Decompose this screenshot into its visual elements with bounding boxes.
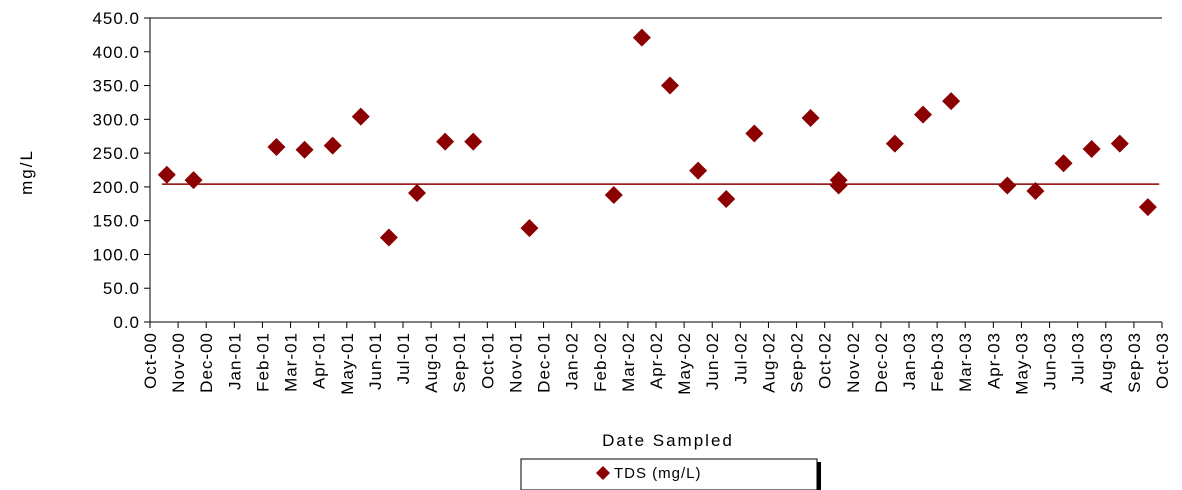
y-axis-title: mg/L bbox=[17, 149, 36, 195]
x-tick-label: Oct-03 bbox=[1153, 332, 1172, 389]
data-point bbox=[323, 136, 342, 155]
data-point bbox=[267, 138, 286, 157]
x-tick-label: Jan-02 bbox=[563, 332, 582, 390]
data-point bbox=[295, 140, 314, 159]
x-tick-label: Oct-00 bbox=[141, 332, 160, 389]
x-tick-label: Nov-00 bbox=[169, 332, 188, 393]
legend-box-shadow bbox=[817, 462, 821, 490]
data-point bbox=[885, 134, 904, 153]
x-tick-label: Aug-01 bbox=[422, 332, 441, 393]
y-tick-label: 450.0 bbox=[92, 9, 140, 28]
x-tick-label: Apr-02 bbox=[647, 332, 666, 389]
x-tick-label: Apr-01 bbox=[310, 332, 329, 389]
y-tick-label: 350.0 bbox=[92, 77, 140, 96]
x-tick-label: Jun-01 bbox=[366, 332, 385, 390]
data-point bbox=[689, 161, 708, 180]
data-point bbox=[632, 28, 651, 47]
x-tick-label: May-02 bbox=[675, 332, 694, 395]
x-tick-label: Feb-01 bbox=[253, 332, 272, 392]
plot-area: 0.0 50.0 100.0 150.0 200.0 250.0 300.0 350.0 400… bbox=[92, 9, 1172, 395]
x-tick-label: Nov-02 bbox=[844, 332, 863, 393]
x-tick-label: Sep-03 bbox=[1125, 332, 1144, 393]
legend-label: TDS (mg/L) bbox=[614, 465, 702, 482]
x-tick-label: Feb-02 bbox=[591, 332, 610, 392]
legend-box bbox=[520, 458, 818, 490]
data-point bbox=[1054, 154, 1073, 173]
x-tick-label: Apr-03 bbox=[984, 332, 1003, 389]
y-tick-label: 200.0 bbox=[92, 178, 140, 197]
x-axis-title: Date Sampled bbox=[602, 431, 734, 450]
data-point bbox=[1026, 181, 1045, 200]
x-tick-label: Jun-02 bbox=[703, 332, 722, 390]
legend-marker-icon bbox=[596, 466, 610, 480]
data-point bbox=[801, 108, 820, 127]
x-tick-label: May-01 bbox=[338, 332, 357, 395]
x-tick-label: Jul-03 bbox=[1069, 332, 1088, 384]
x-tick-label: Dec-02 bbox=[872, 332, 891, 393]
x-tick-label: Sep-02 bbox=[788, 332, 807, 393]
x-tick-label: Aug-02 bbox=[759, 332, 778, 393]
x-tick-label: Dec-01 bbox=[535, 332, 554, 393]
data-point bbox=[604, 185, 623, 204]
x-tick-label: Jan-03 bbox=[900, 332, 919, 390]
data-point bbox=[661, 76, 679, 95]
x-tick-label: Oct-01 bbox=[478, 332, 497, 389]
data-point bbox=[1082, 140, 1101, 159]
data-point bbox=[351, 107, 370, 126]
data-point bbox=[157, 165, 176, 184]
data-point bbox=[1138, 198, 1157, 217]
x-tick-label: Jul-01 bbox=[394, 332, 413, 384]
data-point bbox=[408, 183, 426, 202]
x-tick-label: Jul-02 bbox=[731, 332, 750, 384]
y-tick-label: 250.0 bbox=[92, 144, 140, 163]
y-tick-label: 50.0 bbox=[103, 279, 140, 298]
x-tick-label: Nov-01 bbox=[506, 332, 525, 393]
data-point bbox=[520, 219, 539, 238]
data-point bbox=[184, 171, 203, 190]
y-tick-label: 0.0 bbox=[113, 313, 140, 332]
x-tick-label: Mar-02 bbox=[619, 332, 638, 392]
x-tick-label: Jun-03 bbox=[1041, 332, 1060, 390]
data-point bbox=[436, 132, 455, 151]
y-tick-label: 300.0 bbox=[92, 110, 140, 129]
data-point bbox=[1110, 134, 1129, 153]
y-tick-label: 150.0 bbox=[92, 212, 140, 231]
x-tick-label: Feb-03 bbox=[928, 332, 947, 392]
x-tick-label: Sep-01 bbox=[450, 332, 469, 393]
data-point bbox=[379, 228, 398, 247]
data-point bbox=[998, 176, 1017, 195]
legend: TDS (mg/L) bbox=[520, 458, 821, 490]
x-tick-label: Mar-01 bbox=[282, 332, 301, 392]
data-point bbox=[717, 190, 736, 209]
x-tick-label: Oct-02 bbox=[816, 332, 835, 389]
y-tick-label: 400.0 bbox=[92, 43, 140, 62]
data-point bbox=[914, 105, 932, 124]
data-point bbox=[464, 132, 483, 151]
x-tick-label: Aug-03 bbox=[1097, 332, 1116, 393]
x-tick-label: Dec-00 bbox=[197, 332, 216, 393]
x-tick-label: Jan-01 bbox=[225, 332, 244, 390]
data-point bbox=[942, 92, 961, 111]
data-point bbox=[829, 176, 848, 195]
x-tick-label: May-03 bbox=[1012, 332, 1031, 395]
x-tick-label: Mar-03 bbox=[956, 332, 975, 392]
y-tick-label: 100.0 bbox=[92, 245, 140, 264]
data-point bbox=[745, 124, 764, 143]
